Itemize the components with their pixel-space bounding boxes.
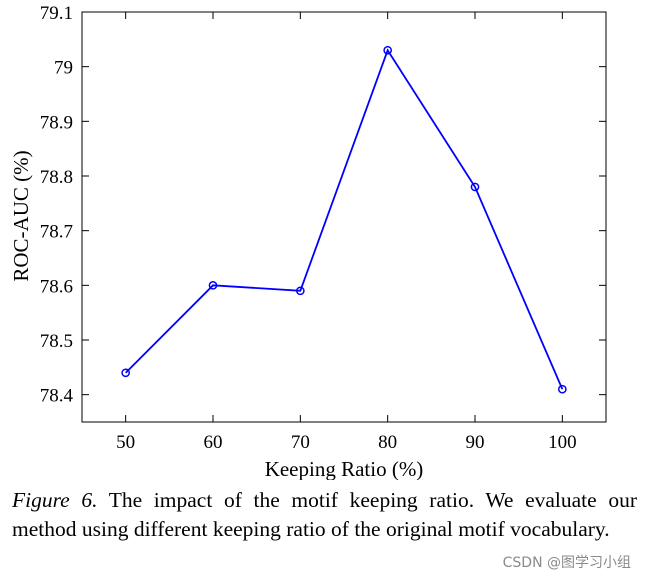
x-tick-label: 50 [116, 432, 135, 453]
x-tick-label: 80 [378, 432, 397, 453]
y-tick-label: 78.7 [40, 222, 73, 243]
x-tick-label: 100 [548, 432, 577, 453]
x-tick-label: 90 [466, 432, 485, 453]
data-point [383, 45, 393, 55]
line-chart: 50 60 70 80 90 100 78.4 78.5 78.6 78.7 78.8 78.9 79 7… [9, 3, 607, 480]
x-tick-label: 70 [291, 432, 310, 453]
y-tick-label: 79 [54, 58, 73, 79]
data-point [208, 280, 218, 290]
y-axis-title: ROC-AUC (%) [9, 150, 33, 281]
y-tick-label: 78.9 [40, 112, 73, 133]
data-point [295, 286, 305, 296]
data-point [470, 182, 480, 192]
series-line [125, 48, 564, 390]
y-tick-label: 78.8 [40, 167, 73, 188]
x-axis-title: Keeping Ratio (%) [265, 457, 424, 480]
caption-text: The impact of the motif keeping ratio. W… [12, 488, 637, 541]
y-tick-label: 78.6 [40, 276, 73, 297]
x-tick-label: 60 [204, 432, 223, 453]
plot-frame [81, 11, 607, 423]
figure-label: Figure 6. [12, 488, 98, 512]
data-point [121, 368, 131, 378]
y-tick-label: 79.1 [40, 3, 73, 24]
data-point [557, 384, 567, 394]
y-tick-label: 78.4 [40, 386, 74, 407]
watermark: CSDN @图学习小组 [502, 555, 631, 571]
figure-caption: Figure 6. The impact of the motif keepin… [12, 486, 637, 544]
y-tick-label: 78.5 [40, 331, 73, 352]
